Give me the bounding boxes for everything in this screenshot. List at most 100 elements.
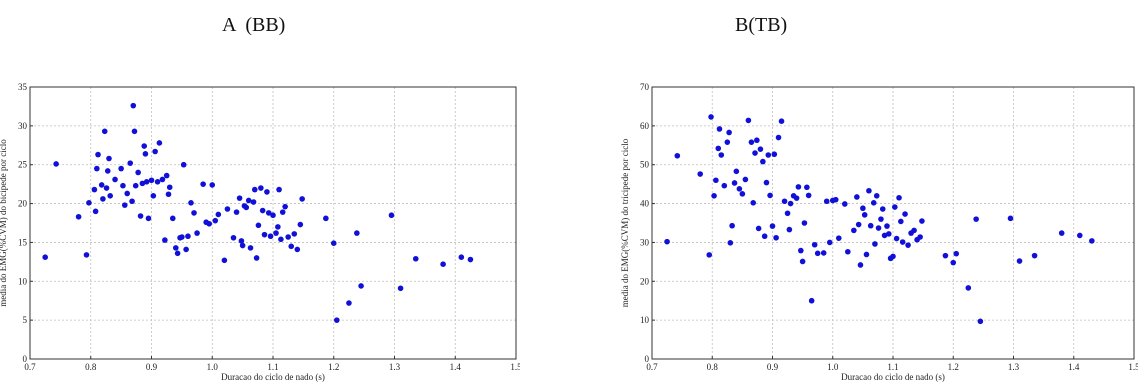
chart-b-data-point (832, 196, 839, 203)
chart-a-data-point (166, 184, 173, 191)
chart-a-data-point (247, 245, 254, 251)
chart-a-data-point (209, 182, 216, 188)
chart-a-y-tick-label: 10 (18, 276, 28, 286)
chart-a-data-point (259, 207, 266, 214)
chart-b-data-point (775, 134, 782, 141)
chart-b-data-point (786, 226, 793, 233)
chart-a-data-point (278, 236, 284, 243)
chart-a-data-point (173, 245, 179, 251)
chart-a-data-point (75, 213, 82, 220)
chart-a-data-point (279, 209, 286, 215)
chart-b-data-point (778, 118, 785, 124)
chart-a-data-point (148, 177, 155, 184)
chart-a-data-point (112, 176, 118, 183)
chart-b-title: B(TB) (735, 14, 788, 36)
chart-a-data-point (156, 140, 163, 146)
chart-a-y-tick-label: 35 (18, 82, 28, 92)
chart-a-x-tick-label: 1.1 (267, 362, 278, 372)
chart-a-y-tick-label: 0 (23, 354, 28, 364)
chart-b-data-point (857, 262, 864, 268)
chart-b-data-point (973, 216, 979, 222)
chart-b-data-point (842, 201, 848, 207)
chart-a-data-point (92, 208, 99, 215)
chart-a-y-tick-label: 25 (18, 160, 28, 170)
chart-b-data-point (757, 146, 764, 152)
chart-a-data-point (215, 211, 222, 218)
chart-b-y-tick-label: 0 (645, 354, 650, 364)
chart-b-data-point (664, 238, 670, 245)
chart-a-data-point (53, 161, 59, 167)
chart-a-data-point (255, 222, 262, 229)
chart-a-data-point (323, 215, 329, 222)
chart-a-data-point (291, 231, 298, 237)
chart-b-data-point (745, 117, 752, 124)
chart-b-y-tick-label: 70 (640, 82, 650, 92)
chart-a-data-point (265, 210, 272, 216)
chart-a-data-point (212, 217, 219, 224)
chart-a-data-point (141, 143, 148, 149)
chart-b-data-point (721, 182, 728, 189)
chart-b-data-point (724, 139, 731, 145)
chart-b-data-point (820, 250, 827, 256)
chart-b-data-point (884, 223, 890, 229)
chart-a-data-point (282, 203, 288, 210)
chart-b-data-point (881, 232, 888, 239)
chart-b-data-point (879, 206, 886, 212)
chart-b-data-point (890, 253, 896, 260)
chart-b-data-point (715, 145, 722, 152)
chart-b-x-tick-label: 1.1 (887, 362, 898, 372)
chart-a-data-point (330, 240, 337, 247)
chart-a-data-point (239, 242, 246, 249)
chart-b-data-point (742, 176, 749, 183)
chart-a-data-point (183, 246, 189, 253)
chart-a-data-point (169, 215, 176, 222)
chart-a-data-point (288, 243, 295, 250)
chart-a-data-point (145, 215, 152, 222)
chart-b-data-point (1016, 258, 1023, 264)
chart-b-y-tick-label: 30 (640, 237, 650, 247)
chart-a-data-point (129, 198, 135, 205)
chart-b-data-point (861, 212, 868, 218)
chart-a-data-point (103, 185, 110, 191)
chart-b-data-point (731, 180, 738, 186)
chart-b-data-point (823, 198, 830, 205)
chart-a-data-point (253, 255, 260, 261)
chart-a-x-axis-label: Duracao do ciclo de nado (s) (221, 372, 325, 382)
chart-b-data-point (767, 192, 773, 199)
chart-a-data-point (270, 212, 276, 219)
chart-b-data-point (826, 239, 833, 246)
chart-a-data-point (185, 233, 191, 240)
chart-b-x-tick-label: 1.3 (1008, 362, 1020, 372)
chart-b-data-point (902, 211, 908, 217)
chart-a-y-tick-label: 30 (18, 121, 28, 131)
chart-b-data-point (854, 194, 860, 200)
chart-a-data-point (137, 213, 144, 219)
chart-b-x-tick-label: 0.9 (767, 362, 779, 372)
chart-a-data-point (162, 237, 168, 243)
chart-b-data-point (752, 150, 758, 156)
chart-b-data-point (773, 234, 779, 241)
chart-a-data-point (132, 182, 139, 189)
chart-b-data-point (769, 223, 776, 229)
chart-b-data-point (716, 126, 723, 132)
chart-a-data-point (150, 193, 157, 199)
chart-a-data-point (135, 169, 141, 176)
chart-b-data-point (866, 187, 872, 194)
chart-a-data-point (458, 254, 465, 260)
chart-a-y-tick-label: 20 (18, 199, 28, 209)
chart-b-data-point (799, 258, 806, 265)
chart-a-data-point (86, 199, 92, 206)
chart-b-y-tick-label: 40 (640, 199, 650, 209)
chart-b-data-point (708, 114, 714, 120)
chart-b-y-tick-label: 50 (640, 160, 650, 170)
chart-a-x-tick-label: 0.8 (85, 362, 97, 372)
chart-b-data-point (763, 179, 770, 186)
chart-a-x-tick-label: 0.7 (24, 362, 36, 372)
chart-a-data-point (299, 196, 305, 202)
chart-a-data-point (118, 165, 124, 172)
chart-b-data-point (905, 242, 911, 248)
chart-a-data-point (258, 185, 264, 191)
chart-a-data-point (267, 233, 274, 240)
chart-a-data-point (142, 151, 149, 157)
chart-b-data-point (706, 252, 713, 258)
